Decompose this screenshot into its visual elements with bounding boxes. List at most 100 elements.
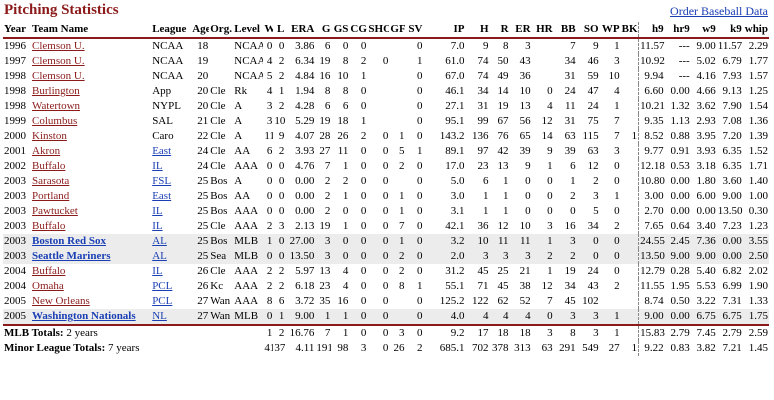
team-link[interactable]: Buffalo xyxy=(32,160,66,172)
team-link[interactable]: Clemson U. xyxy=(32,70,85,82)
league-link[interactable]: IL xyxy=(152,220,163,232)
cell: 7 xyxy=(398,220,405,232)
cell: 0 xyxy=(614,175,620,187)
cell: 0 xyxy=(614,205,620,217)
cell: 0 xyxy=(273,249,286,264)
cell: 39 xyxy=(564,145,576,157)
cell: 97 xyxy=(477,145,489,157)
cell: 2003 xyxy=(4,190,26,202)
cell: 0 xyxy=(278,205,285,217)
column-header: IP xyxy=(423,22,466,39)
league-link[interactable]: East xyxy=(152,145,172,157)
league-link[interactable]: NL xyxy=(152,310,167,322)
team-link[interactable]: Clemson U. xyxy=(32,40,85,52)
cell: 0.53 xyxy=(670,160,690,172)
cell: 7.23 xyxy=(722,220,742,232)
cell: 7 xyxy=(614,115,620,127)
cell: 2.02 xyxy=(748,265,768,277)
team-link[interactable]: Columbus xyxy=(32,115,78,127)
cell: 1.71 xyxy=(748,160,768,172)
cell: 18 xyxy=(337,115,349,127)
cell: 4.66 xyxy=(696,85,716,97)
cell: 5.53 xyxy=(696,280,716,292)
cell: 7 xyxy=(547,295,553,307)
team-link[interactable]: Clemson U. xyxy=(32,55,85,67)
cell: 1 xyxy=(631,342,638,354)
league-link[interactable]: AL xyxy=(152,235,167,247)
cell xyxy=(621,54,639,69)
team-link[interactable]: Pawtucket xyxy=(32,205,78,217)
team-link[interactable]: New Orleans xyxy=(32,295,90,307)
team-link[interactable]: Washington Nationals xyxy=(32,310,136,322)
cell: 27 xyxy=(191,309,210,325)
cell: 2001 xyxy=(4,145,26,157)
cell: 0 xyxy=(331,249,350,264)
team-link[interactable]: Kinston xyxy=(32,130,67,142)
team-link[interactable]: Boston Red Sox xyxy=(32,235,106,247)
cell: 0 xyxy=(405,249,424,264)
team-link[interactable]: Watertown xyxy=(32,100,81,112)
team-link[interactable]: Buffalo xyxy=(32,220,66,232)
cell: 6.35 xyxy=(722,145,742,157)
cell: 1 xyxy=(315,309,332,325)
cell: 1 xyxy=(483,190,489,202)
cell: 7.90 xyxy=(722,100,742,112)
cell: 7 xyxy=(315,324,332,341)
cell: 8.74 xyxy=(638,294,665,309)
cell: 41 xyxy=(264,342,274,354)
team-link[interactable]: Sarasota xyxy=(32,175,70,187)
cell: 1997 xyxy=(4,55,26,67)
cell: 8.52 xyxy=(638,129,665,144)
cell: 8 xyxy=(398,280,405,292)
league-link[interactable]: IL xyxy=(152,205,163,217)
cell: 22 xyxy=(197,130,209,142)
cell: 122 xyxy=(472,295,489,307)
cell: 98 xyxy=(337,342,349,354)
order-link[interactable]: Order Baseball Data xyxy=(670,4,768,18)
stat-row: 1999 Columbus SAL 21 Cle A 3 10 5.29 19 18 1 0 95.1 99… xyxy=(3,114,769,129)
cell: 4 xyxy=(342,265,349,277)
cell: 45 xyxy=(564,295,576,307)
cell: 115 xyxy=(582,130,599,142)
cell: 13.50 xyxy=(717,205,743,217)
cell: 26 xyxy=(393,342,405,354)
cell: 0 xyxy=(525,205,531,217)
cell: 16 xyxy=(337,295,349,307)
column-header: Team Name xyxy=(31,22,152,39)
league-link[interactable]: AL xyxy=(152,250,167,262)
cell: 6.75 xyxy=(716,309,743,325)
column-header: whip xyxy=(742,22,769,39)
cell: East xyxy=(151,189,191,204)
cell: 143.2 xyxy=(439,130,465,142)
league-link[interactable]: IL xyxy=(152,265,163,277)
cell: NCAA xyxy=(152,55,184,67)
cell: 8 xyxy=(503,40,509,52)
team-link[interactable]: Portland xyxy=(32,190,70,202)
cell: AL xyxy=(151,249,192,264)
cell: 25 xyxy=(191,234,210,249)
league-link[interactable]: East xyxy=(152,190,172,202)
cell: 3 xyxy=(553,309,577,325)
cell: 1996 xyxy=(4,40,26,52)
cell: 6 xyxy=(483,175,489,187)
team-link[interactable]: Burlington xyxy=(32,85,80,97)
cell: 1 xyxy=(342,160,349,172)
team-link[interactable]: Akron xyxy=(32,145,61,157)
column-header: W xyxy=(263,22,274,39)
cell: 3 xyxy=(465,249,490,264)
league-link[interactable]: IL xyxy=(152,160,163,172)
cell xyxy=(389,54,405,69)
cell: 1 xyxy=(614,100,620,112)
league-link[interactable]: PCL xyxy=(152,280,173,292)
league-link[interactable]: PCL xyxy=(152,295,173,307)
cell: 39 xyxy=(519,145,531,157)
cell: 31 xyxy=(477,100,489,112)
stat-row: 1996 Clemson U. NCAA 18 NCAA 0 0 3.86 6 0 0 0 7.0 9 8 3… xyxy=(3,38,769,54)
team-link[interactable]: Buffalo xyxy=(32,265,66,277)
team-link[interactable]: Seattle Mariners xyxy=(32,250,111,262)
team-link[interactable]: Omaha xyxy=(32,280,64,292)
cell: 43 xyxy=(587,280,599,292)
league-link[interactable]: FSL xyxy=(152,175,172,187)
cell: 27.1 xyxy=(445,100,465,112)
cell: 1 xyxy=(398,190,405,202)
